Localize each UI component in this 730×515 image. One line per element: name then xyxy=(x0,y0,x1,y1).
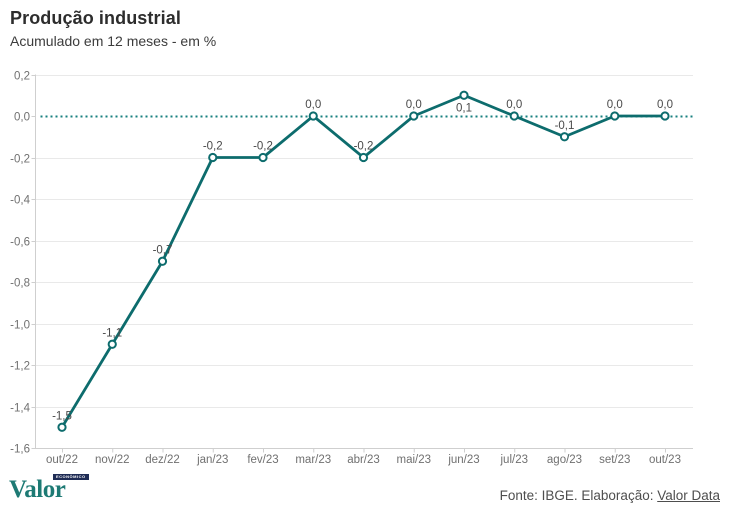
svg-text:nov/22: nov/22 xyxy=(95,454,130,466)
svg-text:-0,2: -0,2 xyxy=(10,154,30,166)
x-axis-labels: out/22 nov/22 dez/22 jan/23 fev/23 mar/23 abr/… xyxy=(46,454,681,466)
svg-text:-0,6: -0,6 xyxy=(10,237,30,249)
svg-text:mar/23: mar/23 xyxy=(295,454,331,466)
svg-text:-1,1: -1,1 xyxy=(102,327,122,339)
valor-logo-badge: ECONÔMICO xyxy=(53,474,89,480)
footer: Valor ECONÔMICO Fonte: IBGE. Elaboração:… xyxy=(0,474,730,515)
data-point-labels: -1,5 -1,1 -0,7 -0,2 -0,2 0,0 -0,2 0,0 0,1 0,0 -0,1… xyxy=(52,99,673,422)
svg-text:set/23: set/23 xyxy=(599,454,630,466)
chart-subtitle: Acumulado em 12 meses - em % xyxy=(10,33,217,49)
svg-text:ago/23: ago/23 xyxy=(547,454,582,466)
svg-text:jul/23: jul/23 xyxy=(500,454,529,466)
svg-text:-1,4: -1,4 xyxy=(10,403,30,415)
source-attribution: Fonte: IBGE. Elaboração: Valor Data xyxy=(500,488,720,503)
source-link[interactable]: Valor Data xyxy=(657,488,720,503)
svg-text:-1,5: -1,5 xyxy=(52,410,72,422)
svg-text:-0,4: -0,4 xyxy=(10,195,30,207)
svg-text:-0,1: -0,1 xyxy=(555,120,575,132)
svg-text:-0,2: -0,2 xyxy=(203,141,223,153)
svg-text:out/23: out/23 xyxy=(649,454,681,466)
svg-text:0,0: 0,0 xyxy=(657,99,673,111)
svg-text:0,1: 0,1 xyxy=(456,102,472,114)
axes xyxy=(31,74,693,453)
svg-text:fev/23: fev/23 xyxy=(247,454,278,466)
y-axis-labels: 0,2 0,0 -0,2 -0,4 -0,6 -0,8 -1,0 -1,2 -1,4 -1,6 xyxy=(10,71,30,456)
svg-text:-0,2: -0,2 xyxy=(253,141,273,153)
svg-text:-1,2: -1,2 xyxy=(10,361,30,373)
svg-text:-1,6: -1,6 xyxy=(10,444,30,456)
svg-text:0,0: 0,0 xyxy=(607,99,623,111)
svg-text:0,0: 0,0 xyxy=(14,112,30,124)
svg-text:abr/23: abr/23 xyxy=(347,454,380,466)
svg-text:0,0: 0,0 xyxy=(406,99,422,111)
page-title: Produção industrial xyxy=(10,8,181,28)
data-points xyxy=(57,90,670,432)
svg-text:-0,8: -0,8 xyxy=(10,278,30,290)
svg-text:-0,7: -0,7 xyxy=(153,244,173,256)
source-text: Fonte: IBGE. Elaboração: xyxy=(499,488,658,503)
valor-logo-text: Valor xyxy=(9,476,66,503)
svg-text:out/22: out/22 xyxy=(46,454,78,466)
svg-text:-0,2: -0,2 xyxy=(354,141,374,153)
svg-text:0,0: 0,0 xyxy=(305,99,321,111)
svg-text:dez/22: dez/22 xyxy=(145,454,180,466)
line-chart: 0,2 0,0 -0,2 -0,4 -0,6 -0,8 -1,0 -1,2 -1,4 -1,6 o… xyxy=(10,71,693,466)
svg-text:jan/23: jan/23 xyxy=(196,454,228,466)
svg-text:-1,0: -1,0 xyxy=(10,320,30,332)
valor-logo: Valor ECONÔMICO xyxy=(9,474,99,507)
svg-text:0,0: 0,0 xyxy=(506,99,522,111)
svg-text:mai/23: mai/23 xyxy=(396,454,431,466)
svg-text:0,2: 0,2 xyxy=(14,71,30,83)
gridlines xyxy=(35,75,693,449)
svg-text:jun/23: jun/23 xyxy=(447,454,479,466)
